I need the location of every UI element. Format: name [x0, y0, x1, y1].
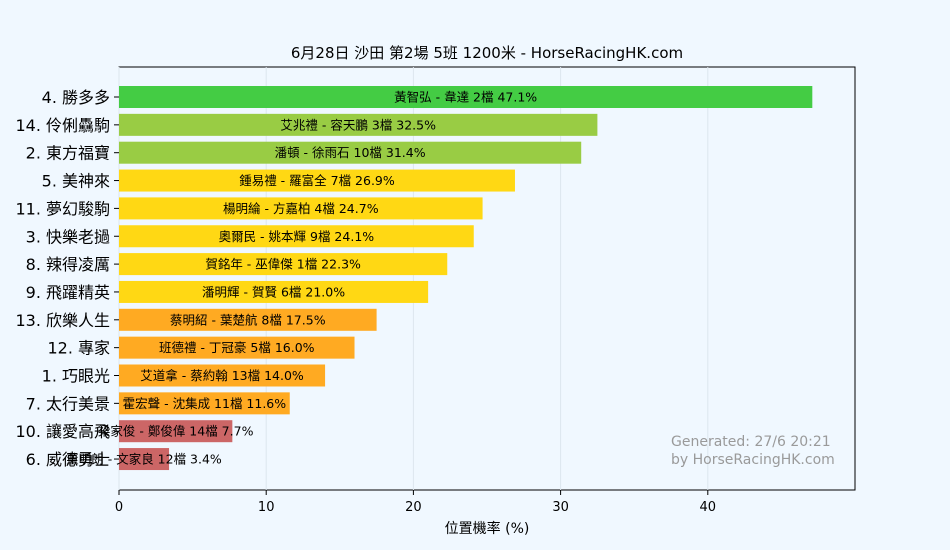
bar — [119, 86, 813, 108]
y-category-label: 5. 美神來 — [42, 172, 110, 191]
y-category-label: 6. 威德勇士 — [26, 450, 110, 469]
y-category-label: 7. 太行美景 — [26, 394, 110, 413]
bar-label: 艾兆禮 - 容天鵬 3檔 32.5% — [280, 117, 436, 132]
bar — [119, 364, 326, 387]
bars-layer: 黃智弘 - 韋達 2檔 47.1% 艾兆禮 - 容天鵬 3檔 32.5% 潘頓 - … — [66, 86, 813, 471]
bar — [119, 280, 429, 303]
bar-label: 蔡明紹 - 葉楚航 8檔 17.5% — [170, 312, 326, 327]
y-category-label: 11. 夢幻駿駒 — [15, 199, 110, 218]
y-category-label: 10. 讓愛高飛 — [15, 422, 110, 441]
y-category-label: 14. 伶俐驫駒 — [15, 116, 110, 135]
bar-label: 梁家俊 - 鄭俊偉 14檔 7.7% — [98, 424, 254, 439]
watermark-line-1: Generated: 27/6 20:21 — [671, 434, 831, 450]
x-tick-label-3: 30 — [552, 500, 569, 515]
bar — [119, 336, 355, 359]
bar-label: 潘明輝 - 賀賢 6檔 21.0% — [202, 284, 345, 299]
bar — [119, 141, 582, 164]
bar-label: 班德禮 - 丁冠豪 5檔 16.0% — [159, 340, 315, 355]
bar-label: 黃智弘 - 韋達 2檔 47.1% — [394, 90, 537, 105]
y-category-label: 1. 巧眼光 — [42, 367, 110, 386]
bar — [119, 308, 377, 331]
watermark-line-2: by HorseRacingHK.com — [671, 452, 835, 468]
bar-label: 霍宏聲 - 沈集成 11檔 11.6% — [123, 396, 287, 411]
bar — [119, 253, 448, 276]
x-axis-label: 位置機率 (%) — [445, 520, 530, 537]
x-tick-label-1: 10 — [258, 500, 275, 515]
chart-title: 6月28日 沙田 第2場 5班 1200米 - HorseRacingHK.co… — [291, 44, 683, 62]
bar-label: 楊明綸 - 方嘉柏 4檔 24.7% — [223, 201, 379, 216]
bar-label: 董明朗 - 文家良 12檔 3.4% — [66, 452, 222, 467]
x-tick-label-4: 40 — [700, 500, 717, 515]
bar — [119, 113, 598, 136]
bar-label: 潘頓 - 徐雨石 10檔 31.4% — [275, 145, 426, 160]
x-tick-label-0: 0 — [115, 500, 123, 515]
bar — [119, 392, 290, 415]
grid-lines — [118, 67, 709, 490]
y-category-label: 12. 專家 — [47, 339, 110, 358]
bar-label: 艾道拿 - 蔡約翰 13檔 14.0% — [140, 368, 304, 383]
y-category-label: 4. 勝多多 — [42, 88, 110, 107]
y-category-label: 3. 快樂老撾 — [26, 227, 110, 246]
bar-label: 奧爾民 - 姚本輝 9檔 24.1% — [219, 229, 375, 244]
bar — [119, 448, 170, 471]
y-category-label: 9. 飛躍精英 — [26, 283, 110, 302]
bar-label: 鍾易禮 - 羅富全 7檔 26.9% — [239, 173, 395, 188]
bar — [119, 197, 483, 220]
bar-label: 賀銘年 - 巫偉傑 1檔 22.3% — [205, 257, 361, 272]
y-category-label: 13. 欣樂人生 — [15, 311, 110, 330]
bar — [119, 420, 233, 443]
y-category-label: 8. 辣得凌厲 — [26, 255, 110, 274]
x-ticks: 0 10 20 30 40 — [115, 490, 716, 515]
x-tick-label-2: 20 — [405, 500, 422, 515]
bar — [119, 225, 474, 248]
y-category-labels: 4. 勝多多 14. 伶俐驫駒 2. 東方福寶 5. 美神來 11. 夢幻駿駒 3. 快樂… — [15, 88, 119, 469]
y-category-label: 2. 東方福寶 — [26, 144, 110, 163]
bar — [119, 169, 515, 192]
plot-area — [118, 66, 856, 491]
